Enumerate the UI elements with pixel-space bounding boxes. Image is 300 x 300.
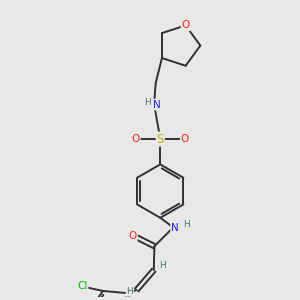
Text: O: O: [131, 134, 140, 144]
Text: S: S: [157, 133, 164, 146]
Text: N: N: [171, 223, 179, 233]
Text: Cl: Cl: [77, 281, 88, 291]
Text: N: N: [153, 100, 161, 110]
Text: H: H: [183, 220, 190, 229]
Text: O: O: [182, 20, 190, 30]
Text: H: H: [145, 98, 151, 107]
Text: H: H: [159, 261, 166, 270]
Text: O: O: [181, 134, 189, 144]
Text: O: O: [128, 231, 137, 241]
Text: H: H: [126, 287, 133, 296]
